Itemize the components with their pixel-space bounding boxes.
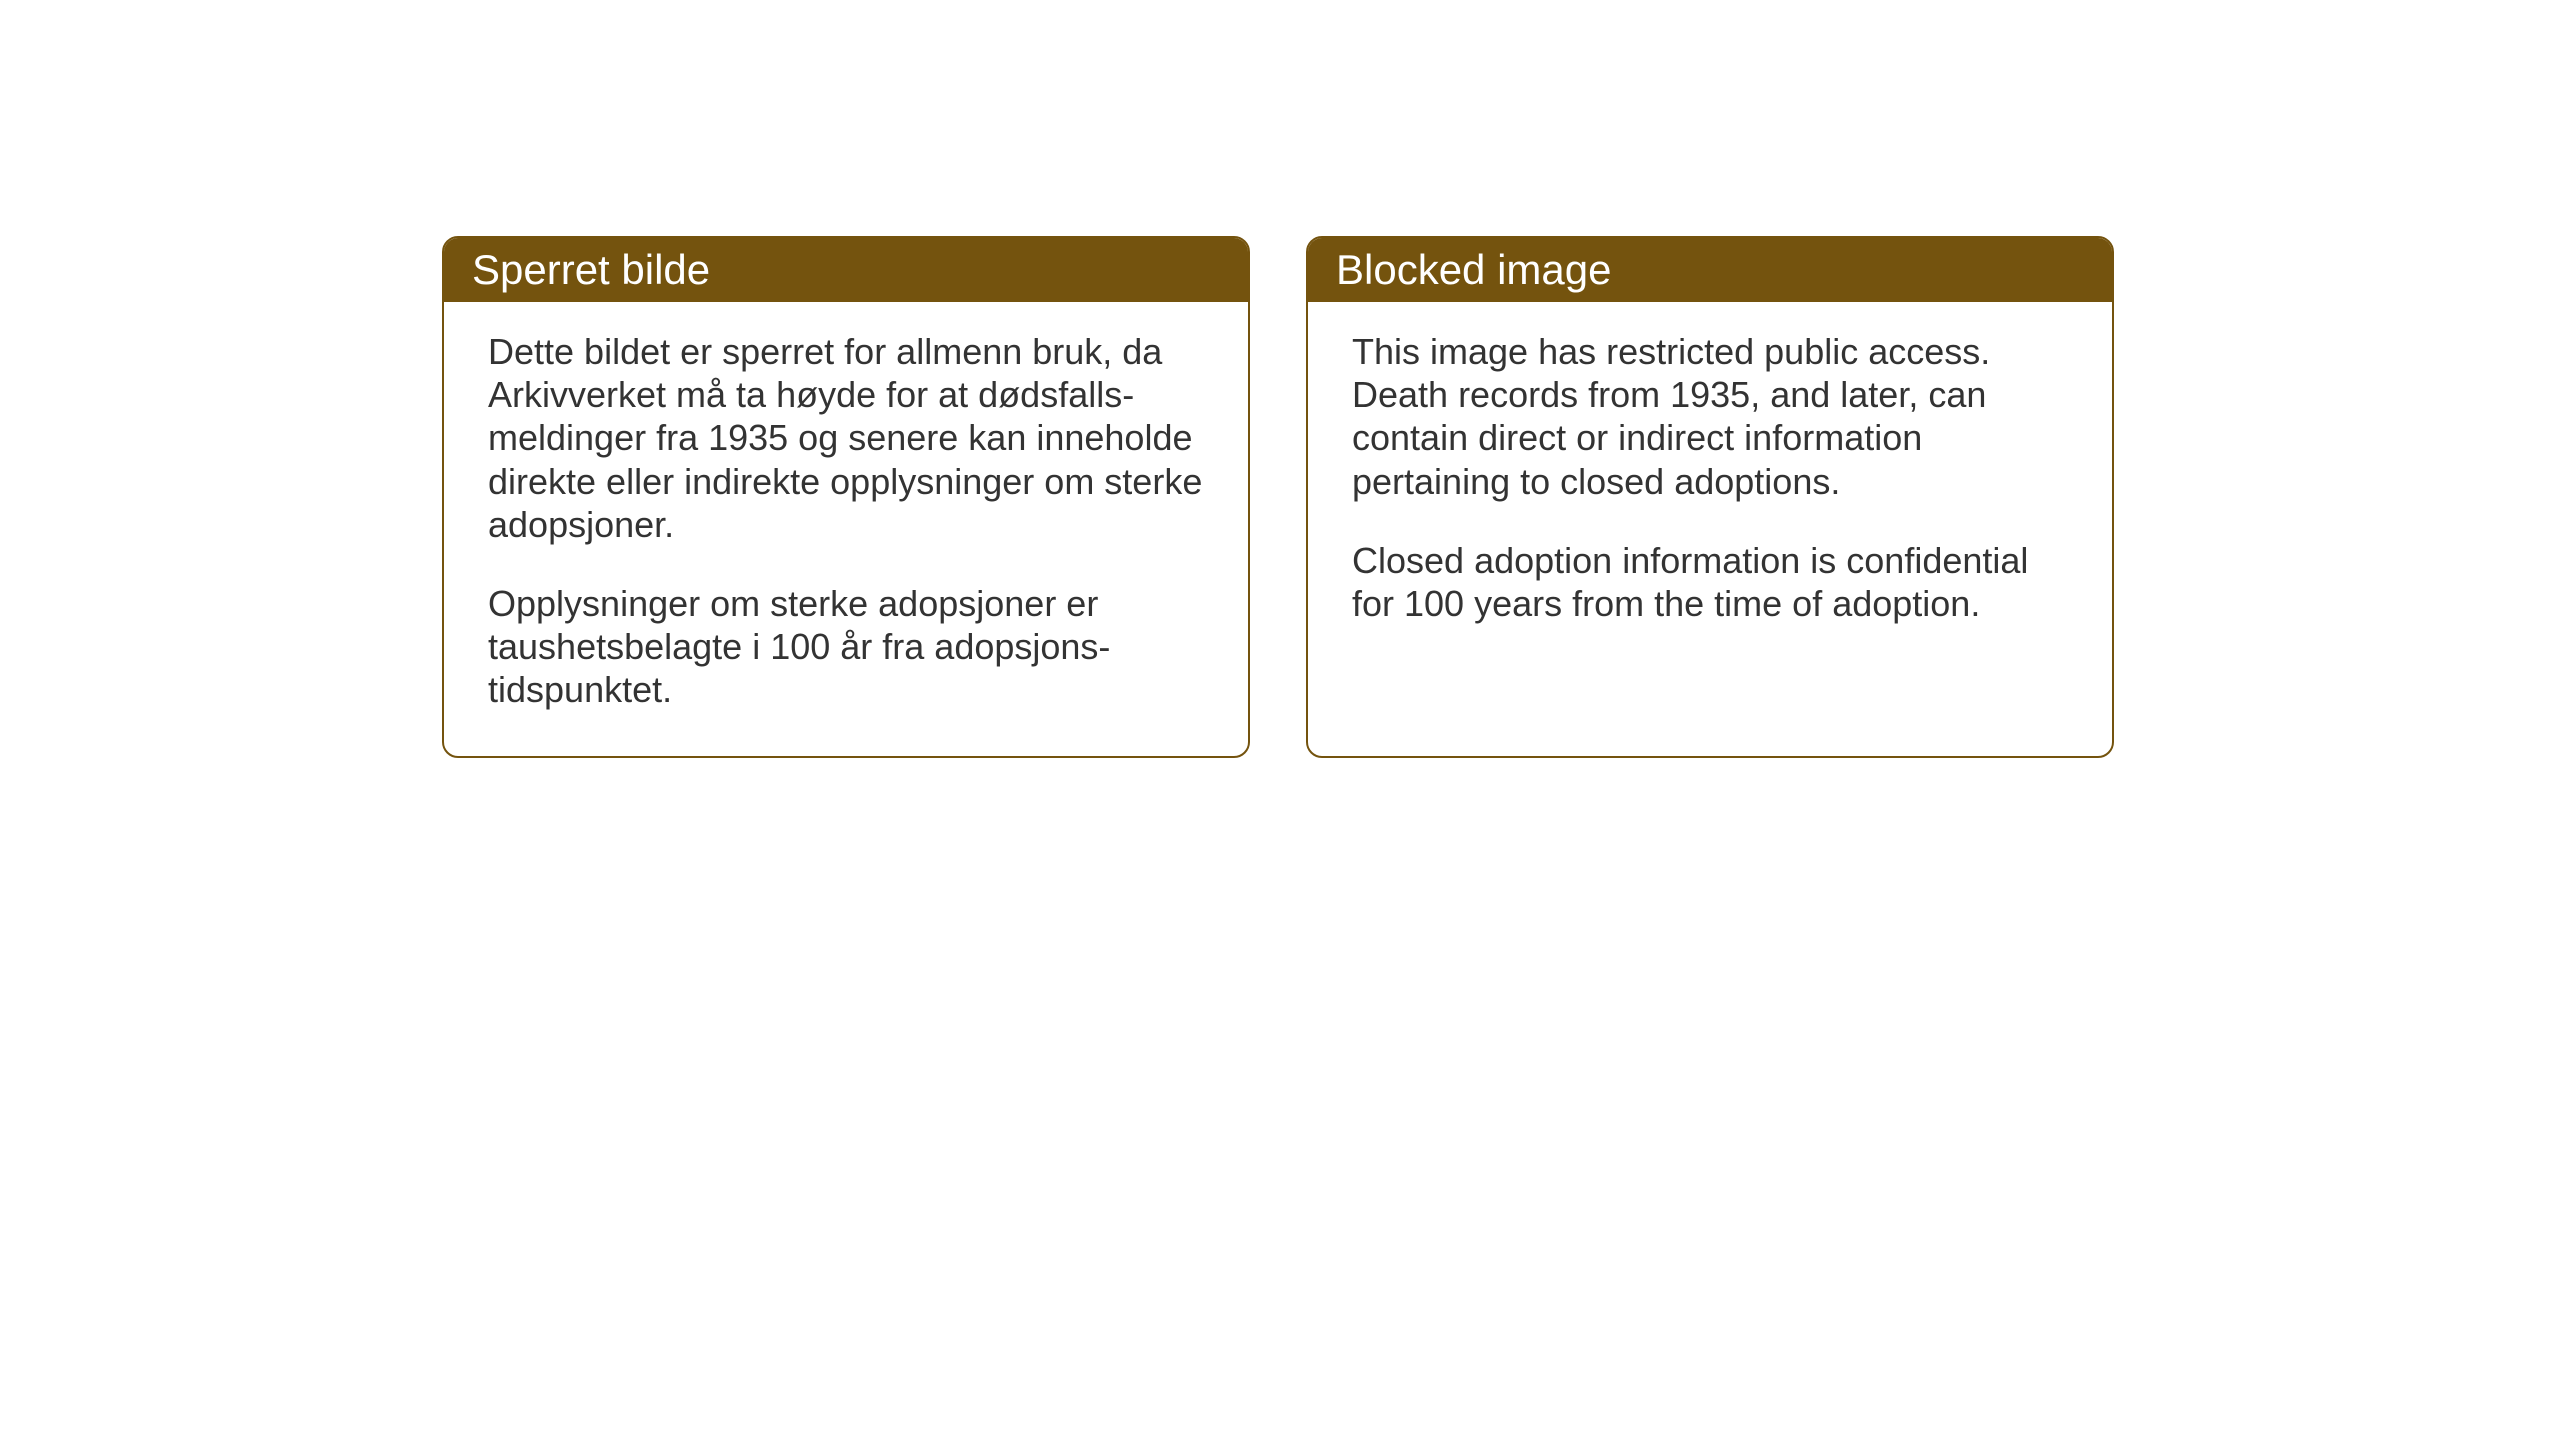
notice-cards-container: Sperret bilde Dette bildet er sperret fo… [442,236,2114,758]
notice-card-english: Blocked image This image has restricted … [1306,236,2114,758]
card-paragraph1-english: This image has restricted public access.… [1352,330,2068,503]
card-paragraph2-norwegian: Opplysninger om sterke adopsjoner er tau… [488,582,1204,712]
card-paragraph2-english: Closed adoption information is confident… [1352,539,2068,625]
card-title-english: Blocked image [1336,246,1611,293]
card-title-norwegian: Sperret bilde [472,246,710,293]
card-header-english: Blocked image [1308,238,2112,302]
card-paragraph1-norwegian: Dette bildet er sperret for allmenn bruk… [488,330,1204,546]
card-body-norwegian: Dette bildet er sperret for allmenn bruk… [444,302,1248,756]
card-body-english: This image has restricted public access.… [1308,302,2112,669]
card-header-norwegian: Sperret bilde [444,238,1248,302]
notice-card-norwegian: Sperret bilde Dette bildet er sperret fo… [442,236,1250,758]
